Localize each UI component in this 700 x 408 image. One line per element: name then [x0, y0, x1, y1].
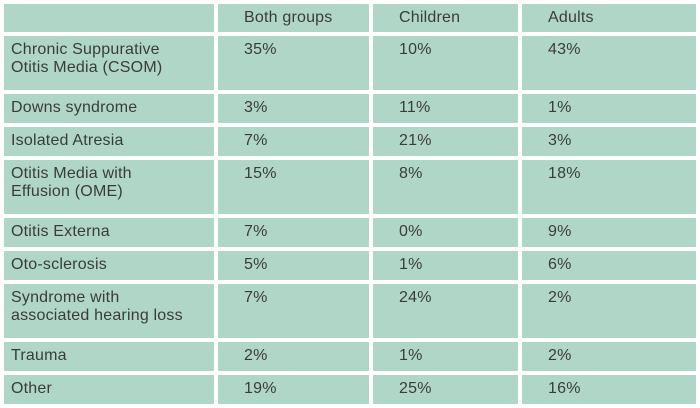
value-children: 8%: [373, 160, 518, 214]
value-both-groups: 5%: [218, 251, 369, 280]
table-row: Oto-sclerosis 5% 1% 6%: [4, 251, 696, 280]
column-header-adults: Adults: [522, 4, 696, 32]
row-label: Other: [4, 375, 214, 404]
value-children: 1%: [373, 251, 518, 280]
value-adults: 16%: [522, 375, 696, 404]
value-children: 10%: [373, 36, 518, 90]
value-both-groups: 7%: [218, 284, 369, 338]
value-children: 11%: [373, 94, 518, 123]
value-both-groups: 2%: [218, 342, 369, 371]
table-row: Other 19% 25% 16%: [4, 375, 696, 404]
table-row: Downs syndrome 3% 11% 1%: [4, 94, 696, 123]
value-adults: 2%: [522, 284, 696, 338]
value-both-groups: 19%: [218, 375, 369, 404]
row-label: Oto-sclerosis: [4, 251, 214, 280]
value-both-groups: 7%: [218, 218, 369, 247]
table-row: Otitis Externa 7% 0% 9%: [4, 218, 696, 247]
row-label: Downs syndrome: [4, 94, 214, 123]
row-label: Trauma: [4, 342, 214, 371]
row-label: Otitis Externa: [4, 218, 214, 247]
column-header-children: Children: [373, 4, 518, 32]
row-label: Otitis Media with Effusion (OME): [4, 160, 214, 214]
corner-cell: [4, 4, 214, 32]
value-adults: 2%: [522, 342, 696, 371]
value-children: 21%: [373, 127, 518, 156]
value-adults: 3%: [522, 127, 696, 156]
value-children: 0%: [373, 218, 518, 247]
value-adults: 1%: [522, 94, 696, 123]
value-both-groups: 3%: [218, 94, 369, 123]
value-adults: 6%: [522, 251, 696, 280]
row-label: Isolated Atresia: [4, 127, 214, 156]
row-label: Syndrome with associated hearing loss: [4, 284, 214, 338]
value-both-groups: 35%: [218, 36, 369, 90]
table-row: Trauma 2% 1% 2%: [4, 342, 696, 371]
value-both-groups: 7%: [218, 127, 369, 156]
table-row: Syndrome with associated hearing loss 7%…: [4, 284, 696, 338]
value-adults: 18%: [522, 160, 696, 214]
value-children: 25%: [373, 375, 518, 404]
value-both-groups: 15%: [218, 160, 369, 214]
row-label: Chronic Suppurative Otitis Media (CSOM): [4, 36, 214, 90]
table-row: Isolated Atresia 7% 21% 3%: [4, 127, 696, 156]
value-children: 24%: [373, 284, 518, 338]
value-adults: 9%: [522, 218, 696, 247]
value-adults: 43%: [522, 36, 696, 90]
table-row: Otitis Media with Effusion (OME) 15% 8% …: [4, 160, 696, 214]
table-row: Chronic Suppurative Otitis Media (CSOM) …: [4, 36, 696, 90]
value-children: 1%: [373, 342, 518, 371]
column-header-both-groups: Both groups: [218, 4, 369, 32]
header-row: Both groups Children Adults: [4, 4, 696, 32]
